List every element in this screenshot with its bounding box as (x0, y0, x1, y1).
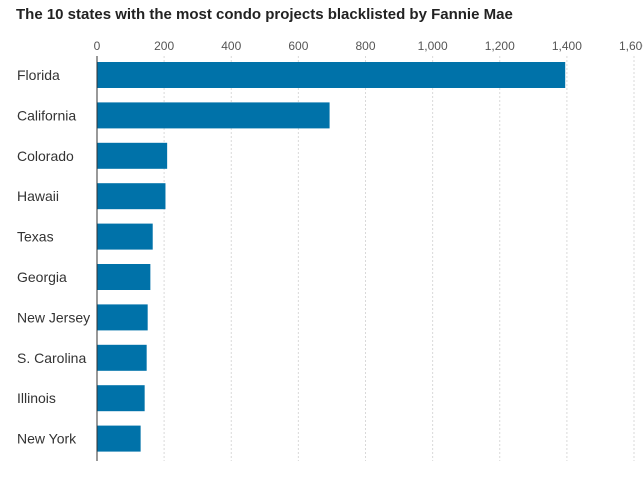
category-label: S. Carolina (17, 350, 86, 366)
bar (97, 385, 145, 412)
x-tick-label: 1,600 (619, 39, 643, 53)
bar (97, 425, 141, 452)
x-tick-label: 200 (154, 39, 174, 53)
bar (97, 304, 148, 331)
chart-title: The 10 states with the most condo projec… (16, 6, 513, 23)
bar (97, 102, 330, 129)
bar (97, 62, 566, 88)
x-tick-label: 0 (94, 39, 101, 53)
category-label: New York (17, 431, 77, 447)
x-tick-label: 400 (221, 39, 241, 53)
category-label: Hawaii (17, 188, 59, 204)
bar (97, 183, 166, 210)
bar (97, 344, 147, 371)
x-tick-label: 1,000 (418, 39, 448, 53)
category-label: New Jersey (17, 309, 90, 325)
category-label: Colorado (17, 148, 74, 164)
x-tick-label: 1,200 (485, 39, 515, 53)
x-tick-label: 600 (288, 39, 308, 53)
category-label: Illinois (17, 390, 56, 406)
bar (97, 223, 153, 250)
category-label: Florida (17, 67, 60, 83)
x-tick-label: 800 (355, 39, 375, 53)
bar (97, 264, 151, 290)
category-label: California (17, 107, 76, 123)
x-tick-label: 1,400 (552, 39, 582, 53)
bar (97, 142, 168, 169)
category-label: Texas (17, 229, 54, 245)
category-label: Georgia (17, 269, 67, 285)
